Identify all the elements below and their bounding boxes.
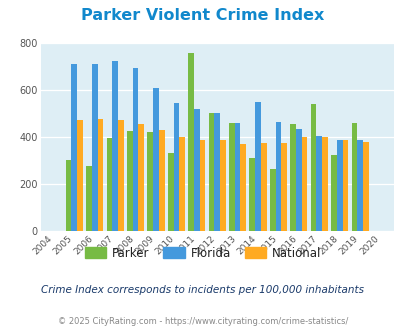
Bar	[249, 158, 255, 231]
Bar	[260, 143, 266, 231]
Bar	[281, 143, 286, 231]
Bar	[112, 60, 118, 231]
Bar	[106, 138, 112, 231]
Bar	[362, 142, 368, 231]
Bar	[132, 68, 138, 231]
Bar	[118, 120, 124, 231]
Bar	[173, 103, 179, 231]
Legend: Parker, Florida, National: Parker, Florida, National	[80, 242, 325, 264]
Bar	[342, 140, 347, 231]
Bar	[351, 123, 356, 231]
Bar	[240, 145, 245, 231]
Bar	[301, 137, 307, 231]
Bar	[290, 124, 295, 231]
Bar	[71, 64, 77, 231]
Bar	[158, 130, 164, 231]
Bar	[220, 140, 225, 231]
Bar	[188, 53, 194, 231]
Bar	[234, 123, 240, 231]
Bar	[92, 64, 97, 231]
Bar	[147, 132, 153, 231]
Bar	[179, 137, 185, 231]
Bar	[269, 169, 275, 231]
Bar	[275, 122, 281, 231]
Bar	[214, 114, 220, 231]
Bar	[356, 140, 362, 231]
Bar	[295, 129, 301, 231]
Bar	[167, 153, 173, 231]
Bar	[86, 166, 92, 231]
Text: Crime Index corresponds to incidents per 100,000 inhabitants: Crime Index corresponds to incidents per…	[41, 285, 364, 295]
Bar	[66, 160, 71, 231]
Text: Parker Violent Crime Index: Parker Violent Crime Index	[81, 8, 324, 23]
Text: © 2025 CityRating.com - https://www.cityrating.com/crime-statistics/: © 2025 CityRating.com - https://www.city…	[58, 317, 347, 326]
Bar	[321, 137, 327, 231]
Bar	[97, 119, 103, 231]
Bar	[310, 104, 315, 231]
Bar	[199, 140, 205, 231]
Bar	[138, 124, 144, 231]
Bar	[330, 154, 336, 231]
Bar	[208, 114, 214, 231]
Bar	[255, 102, 260, 231]
Bar	[336, 140, 342, 231]
Bar	[77, 120, 83, 231]
Bar	[315, 136, 321, 231]
Bar	[228, 123, 234, 231]
Bar	[153, 87, 158, 231]
Bar	[194, 109, 199, 231]
Bar	[127, 131, 132, 231]
